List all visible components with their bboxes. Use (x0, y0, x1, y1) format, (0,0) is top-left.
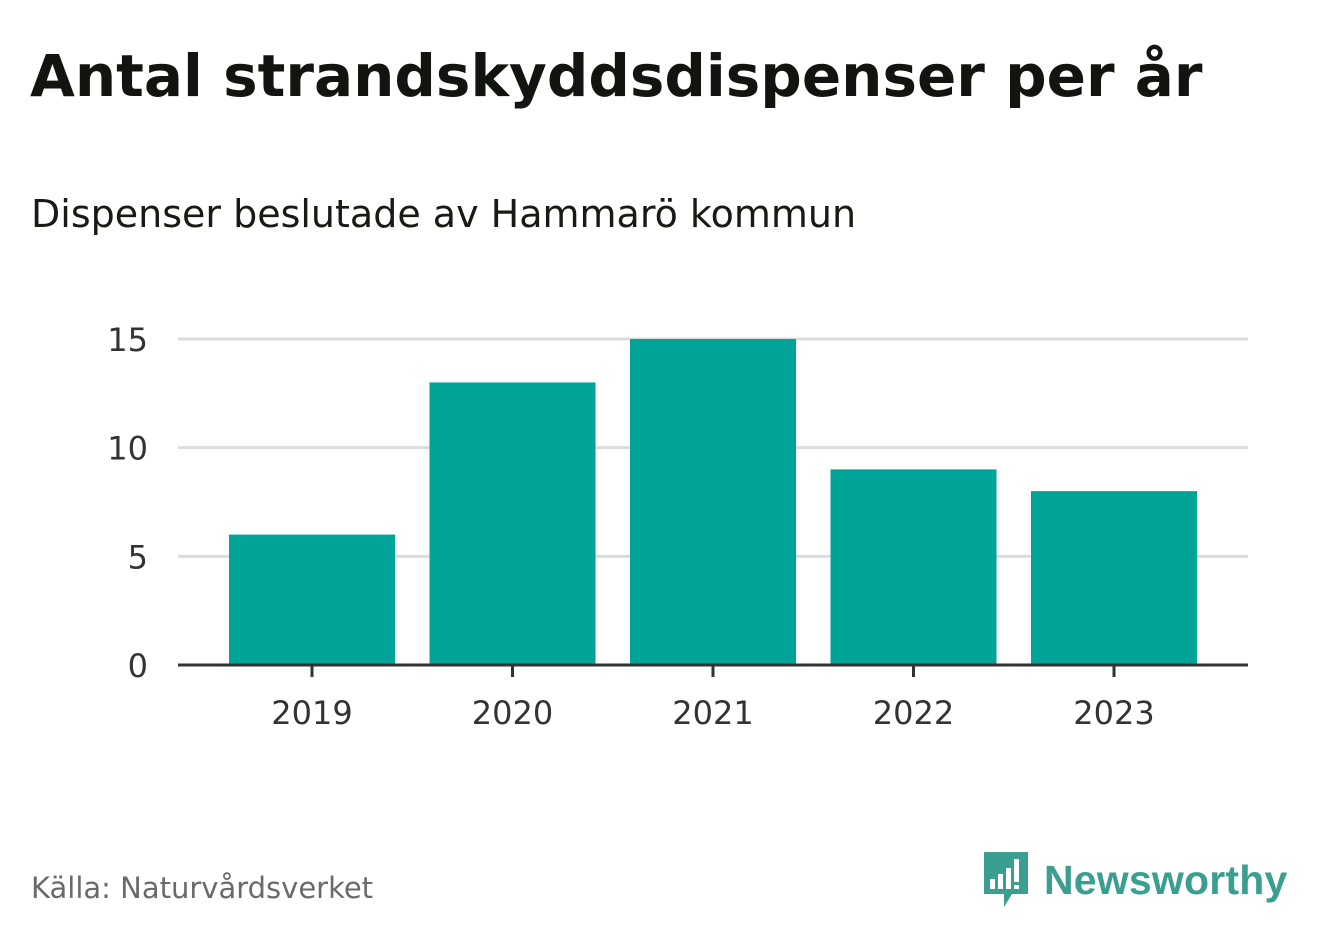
bar-2023 (1031, 491, 1197, 665)
x-tick-label: 2022 (873, 694, 954, 732)
bar-2020 (429, 382, 596, 665)
x-axis-ticks: 2019 2020 2021 2022 2023 (271, 665, 1155, 732)
brand-logo[interactable]: Newsworthy (982, 850, 1288, 910)
bar-2019 (229, 534, 395, 665)
x-tick-label: 2019 (271, 694, 352, 732)
bar-2022 (830, 469, 997, 665)
chart-subtitle: Dispenser beslutade av Hammarö kommun (31, 192, 857, 236)
chart-title: Antal strandskyddsdispenser per år (30, 42, 1203, 110)
x-tick-label: 2021 (672, 694, 753, 732)
x-tick-label: 2023 (1073, 694, 1154, 732)
bars (229, 339, 1197, 665)
y-tick-label: 5 (128, 538, 148, 576)
y-tick-label: 10 (107, 430, 148, 468)
y-axis-ticks: 0 5 10 15 (107, 321, 148, 685)
brand-name: Newsworthy (1044, 856, 1288, 903)
y-tick-label: 15 (107, 321, 148, 359)
source-note: Källa: Naturvårdsverket (31, 871, 374, 905)
bar-2021 (630, 339, 796, 665)
y-tick-label: 0 (128, 647, 148, 685)
x-tick-label: 2020 (472, 694, 553, 732)
bar-chart-speech-bubble-icon (984, 852, 1028, 907)
